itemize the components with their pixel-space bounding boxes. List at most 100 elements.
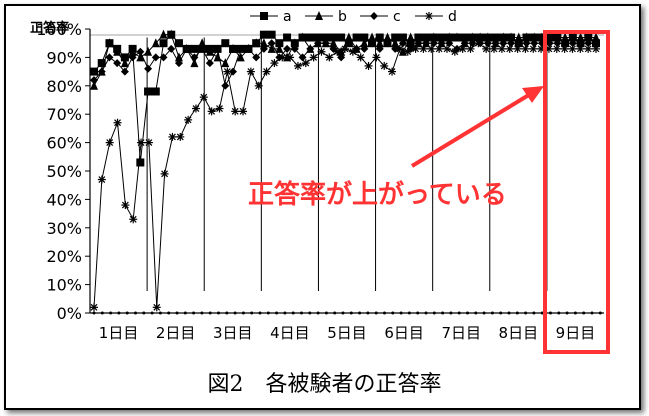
data-point-c [205, 59, 214, 68]
data-point-c [398, 39, 407, 48]
data-point-a [174, 39, 183, 48]
x-tick-dot [300, 311, 303, 315]
data-point-a [190, 44, 199, 53]
data-point-b [553, 32, 562, 42]
data-point-a [151, 87, 160, 96]
x-tick-dot [134, 311, 137, 315]
x-tick-dot [333, 311, 337, 315]
data-point-a [437, 33, 446, 42]
data-point-c [584, 39, 593, 48]
x-tick-dot [424, 311, 428, 315]
x-tick-dot [208, 311, 212, 315]
data-point-b [105, 38, 114, 48]
data-point-c [514, 39, 523, 48]
data-point-a [144, 87, 153, 96]
data-point-c [337, 53, 346, 62]
x-tick-dot [432, 311, 436, 315]
x-tick-dot [582, 311, 586, 315]
data-point-b [483, 32, 492, 42]
legend-entry-d: d [415, 9, 457, 25]
data-point-d [380, 61, 389, 70]
data-point-c [221, 81, 230, 90]
data-point-d [121, 201, 130, 210]
x-tick-dot [341, 311, 345, 315]
legend-label: d [448, 9, 457, 25]
data-point-d [207, 107, 216, 116]
data-point-b [198, 38, 207, 48]
data-point-b [120, 58, 129, 68]
data-point-c [522, 39, 531, 48]
x-tick-dot [474, 311, 478, 315]
legend-label: b [338, 9, 347, 25]
x-tick-dot [524, 311, 528, 315]
data-point-d [490, 44, 499, 53]
data-point-b [429, 32, 438, 42]
data-point-b [592, 32, 600, 42]
y-axis-label: 正答率 [30, 20, 69, 36]
data-point-d [497, 44, 506, 53]
data-point-d [529, 44, 538, 53]
data-point-d [152, 303, 161, 312]
data-point-b [205, 46, 214, 56]
legend-marker [425, 12, 433, 20]
data-point-b [298, 32, 307, 42]
x-tick-dot [540, 311, 544, 315]
data-point-c [368, 39, 377, 48]
data-point-d [482, 44, 491, 53]
x-tick-dot [482, 311, 486, 315]
x-tick-dot [515, 311, 519, 315]
x-tick-dot [316, 311, 320, 315]
data-point-c [267, 39, 276, 48]
data-point-b [514, 32, 523, 42]
data-point-b [507, 32, 516, 42]
x-tick-dot [225, 311, 229, 315]
data-point-d [435, 44, 444, 53]
data-point-d [286, 53, 295, 62]
data-point-c [97, 67, 106, 76]
data-point-c [128, 53, 137, 62]
data-point-d [458, 44, 467, 53]
data-point-b [344, 32, 353, 42]
data-point-a [337, 33, 346, 42]
data-point-b [90, 80, 98, 90]
data-point-b [275, 43, 284, 53]
data-point-c [321, 39, 330, 48]
x-tick-dot [549, 311, 552, 315]
x-tick-dot [457, 311, 461, 315]
data-point-d [317, 47, 326, 56]
data-point-c [182, 44, 191, 53]
data-point-d [223, 67, 232, 76]
data-point-b [576, 32, 585, 42]
data-point-a [259, 30, 268, 39]
x-tick-dot [258, 311, 262, 315]
data-point-d [442, 44, 451, 53]
legend-entry-a: a [250, 9, 292, 25]
x-tick-dot [416, 311, 420, 315]
y-tick-label: 70% [46, 105, 82, 124]
data-point-a [460, 33, 469, 42]
figure-caption: 図2 各被験者の正答率 [207, 372, 442, 397]
data-point-d [90, 303, 98, 312]
x-tick-dot [167, 311, 171, 315]
x-tick-dot [490, 311, 494, 315]
day-label: 4日目 [270, 324, 310, 342]
data-point-b [136, 52, 145, 62]
day-label: 7日目 [441, 324, 481, 342]
data-point-d [388, 67, 397, 76]
x-tick-dot [441, 311, 445, 315]
day-label: 3日目 [213, 324, 253, 342]
data-point-d [325, 53, 334, 62]
data-point-a [375, 33, 384, 42]
data-point-d [411, 44, 420, 53]
data-point-d [262, 67, 271, 76]
x-tick-dot [92, 311, 96, 315]
x-tick-dot [565, 311, 569, 315]
data-point-b [391, 38, 400, 48]
data-point-b [229, 43, 238, 53]
x-tick-dot [100, 311, 104, 315]
x-tick-dot [158, 311, 162, 315]
data-point-c [344, 39, 353, 48]
data-point-d [560, 44, 569, 53]
data-point-b [522, 32, 531, 42]
